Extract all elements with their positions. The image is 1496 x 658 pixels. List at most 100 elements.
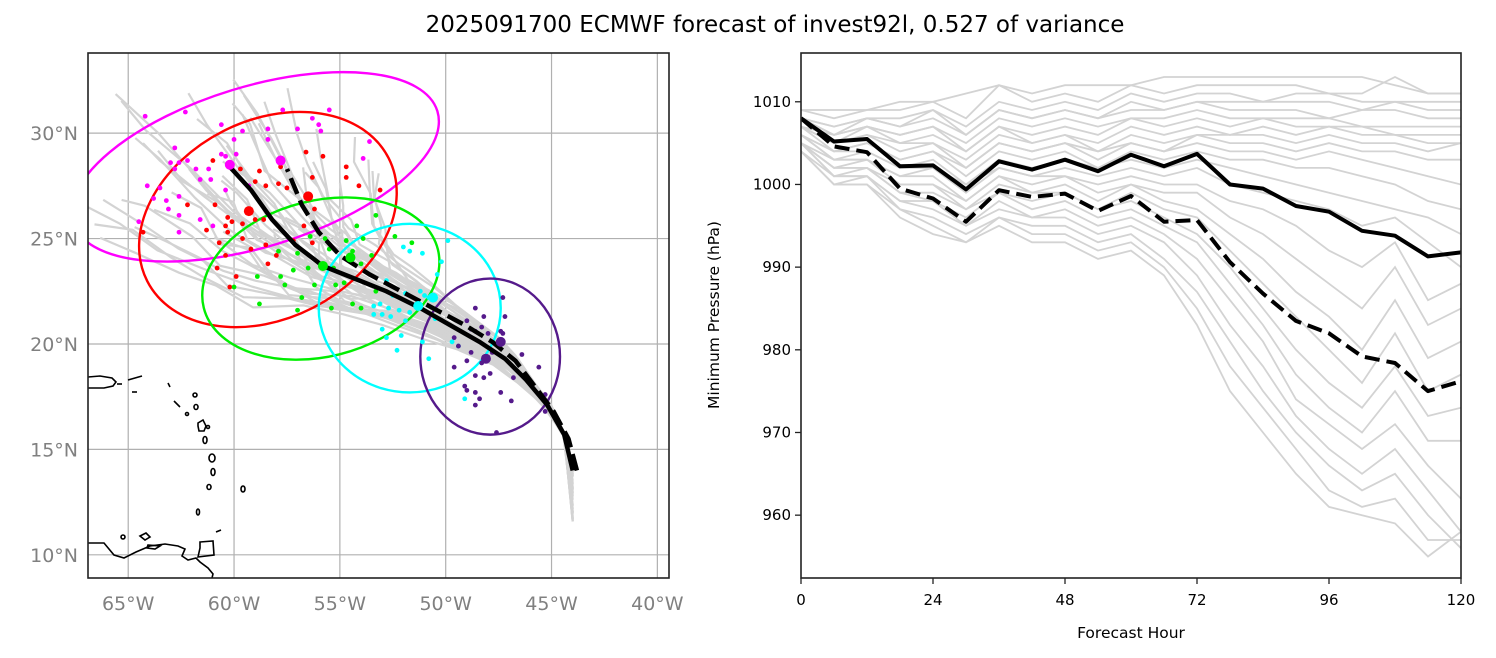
mean-position-marker — [224, 159, 235, 170]
member-position-dot — [299, 295, 305, 300]
member-position-dot — [305, 265, 311, 271]
member-position-dot — [333, 282, 339, 288]
uncertainty-ellipse — [419, 277, 562, 436]
member-position-dot — [295, 307, 300, 313]
member-position-dot — [449, 339, 455, 345]
coastline-island — [167, 382, 171, 388]
member-position-dot — [212, 202, 218, 208]
member-position-dot — [261, 217, 267, 222]
member-position-dot — [210, 158, 216, 163]
map-y-tick-labels: 10°N 15°N 20°N 25°N 30°N — [30, 123, 78, 567]
x-tick-label: 120 — [1447, 591, 1476, 609]
x-tick-label: 72 — [1187, 591, 1206, 609]
member-position-dot — [343, 164, 349, 170]
member-position-dot — [373, 288, 379, 294]
member-position-dot — [176, 229, 182, 235]
member-position-dot — [233, 151, 239, 157]
member-position-dot — [477, 396, 482, 402]
member-position-dot — [309, 174, 315, 180]
member-position-dot — [231, 284, 237, 290]
member-position-dot — [284, 185, 290, 191]
coastline-trinidad — [196, 540, 215, 558]
coastline-island — [195, 508, 201, 516]
mean-position-marker — [413, 301, 424, 312]
member-position-dot — [519, 352, 525, 357]
ensemble-track — [99, 236, 574, 513]
coastline-island — [120, 534, 126, 540]
member-position-dot — [350, 248, 355, 254]
member-position-dot — [407, 248, 413, 254]
map-frame — [87, 52, 670, 579]
coastline-barbados — [240, 485, 246, 493]
member-position-dot — [494, 430, 499, 435]
member-position-dot — [462, 396, 468, 402]
map-y-tick-label: 30°N — [30, 123, 78, 145]
member-position-dot — [204, 227, 209, 233]
member-position-dot — [290, 267, 296, 273]
y-tick-label: 960 — [762, 506, 791, 524]
ensemble-pressure-line — [801, 142, 1461, 393]
ensemble-pressure-line — [801, 142, 1461, 500]
alt-pressure-dashed-line — [801, 116, 1461, 394]
mean-positions — [224, 155, 506, 364]
member-position-dot — [354, 223, 360, 229]
mean-position-marker — [495, 336, 506, 347]
member-position-dot — [536, 364, 542, 370]
member-position-dot — [318, 128, 324, 134]
member-position-dot — [172, 166, 178, 172]
member-position-dot — [420, 250, 425, 256]
x-tick-label: 96 — [1319, 591, 1338, 609]
member-position-dot — [312, 206, 317, 212]
mean-position-marker — [480, 353, 491, 364]
member-position-dot — [396, 307, 402, 313]
ensemble-pressure-line — [801, 125, 1461, 170]
figure-title: 2025091700 ECMWF forecast of invest92l, … — [425, 12, 1125, 38]
member-position-dot — [417, 288, 423, 294]
member-position-dot — [157, 185, 163, 191]
member-position-dot — [462, 383, 468, 389]
member-position-dot — [225, 215, 231, 220]
member-position-dot — [379, 326, 385, 332]
member-position-dot — [229, 219, 235, 225]
map-y-tick-label: 20°N — [30, 334, 78, 356]
member-position-dot — [422, 293, 427, 298]
member-position-dot — [208, 177, 214, 182]
pressure-frame — [800, 52, 1462, 579]
coastline-island — [138, 532, 152, 541]
map-x-tick-labels: 65°W 60°W 55°W 50°W 45°W 40°W — [102, 593, 684, 615]
member-position-dot — [500, 295, 506, 300]
member-position-dot — [301, 223, 307, 229]
member-position-dot — [276, 181, 281, 187]
member-position-dot — [386, 305, 391, 311]
member-position-dot — [225, 229, 231, 235]
coastline-island — [192, 392, 198, 398]
ensemble-track — [220, 179, 574, 490]
member-position-dot — [439, 259, 444, 265]
member-position-dot — [218, 151, 224, 157]
member-position-dot — [265, 126, 271, 132]
ensemble-pressure-line — [801, 150, 1461, 549]
member-position-dot — [233, 274, 239, 279]
member-position-dot — [392, 234, 398, 239]
member-position-dot — [377, 187, 383, 193]
member-position-dot — [320, 153, 326, 159]
mean-position-marker — [303, 191, 314, 202]
member-position-dot — [403, 318, 408, 324]
member-position-dot — [276, 248, 281, 254]
coastline-puerto-rico — [88, 375, 118, 389]
member-position-dot — [400, 244, 406, 250]
ensemble-pressure-line — [801, 125, 1461, 161]
member-position-dot — [350, 301, 355, 307]
coastline-island — [193, 403, 199, 411]
member-position-dot — [223, 187, 228, 193]
member-position-dot — [227, 284, 233, 290]
member-position-dot — [185, 202, 190, 208]
member-position-dot — [371, 312, 377, 317]
coastline-margarita — [145, 544, 163, 550]
coastline-island — [173, 400, 181, 408]
member-position-dot — [472, 402, 478, 408]
mean-position-marker — [345, 252, 356, 263]
member-position-dot — [140, 229, 146, 235]
map-y-tick-label: 10°N — [30, 545, 78, 567]
